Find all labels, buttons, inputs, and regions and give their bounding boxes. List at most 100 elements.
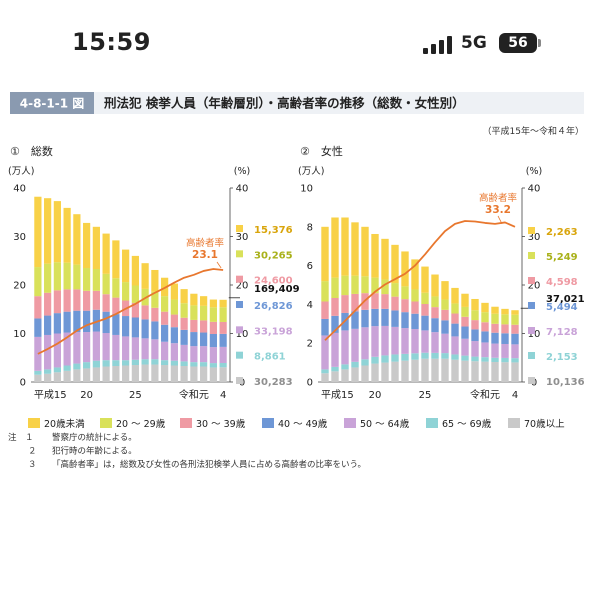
bar-segment xyxy=(112,314,120,335)
bar-segment xyxy=(44,369,52,374)
bar-segment xyxy=(431,352,439,359)
bar-segment xyxy=(53,372,61,382)
breakdown-swatch xyxy=(528,352,535,359)
bar-segment xyxy=(219,333,227,347)
bar-segment xyxy=(122,365,130,382)
bar-segment xyxy=(190,332,198,347)
bar-segment xyxy=(219,362,227,368)
y-tick-label: 2 xyxy=(307,339,313,350)
breakdown-swatch xyxy=(236,351,243,359)
bar-segment xyxy=(481,357,489,362)
bar-segment xyxy=(151,364,159,382)
breakdown-swatch xyxy=(236,275,243,283)
bar-segment xyxy=(73,332,81,364)
legend-swatch xyxy=(262,418,274,428)
legend-item: 20 ～ 29歳 xyxy=(100,418,166,430)
bar-segment xyxy=(83,268,91,291)
y2-tick-label: 30 xyxy=(528,232,541,243)
bar-segment xyxy=(34,267,42,297)
breakdown-swatch xyxy=(528,227,535,234)
bar-segment xyxy=(511,333,519,345)
bar-segment xyxy=(180,303,188,318)
breakdown-swatch xyxy=(236,326,243,334)
bar-segment xyxy=(451,323,459,337)
bar-segment xyxy=(102,366,110,382)
x-tick-label: 令和元 xyxy=(470,388,500,401)
bar-segment xyxy=(63,365,71,371)
legend-item: 20歳未満 xyxy=(28,418,85,430)
bar-segment xyxy=(161,360,169,366)
bar-segment xyxy=(83,362,91,369)
legend-item: 50 ～ 64歳 xyxy=(344,418,410,430)
bar-segment xyxy=(209,333,217,348)
bar-segment xyxy=(209,307,217,322)
bar-segment xyxy=(411,289,419,302)
bar-segment xyxy=(461,360,469,382)
bar-segment xyxy=(190,293,198,306)
bar-segment xyxy=(141,263,149,289)
bar-segment xyxy=(371,277,379,294)
bar-segment xyxy=(73,310,81,333)
bar-segment xyxy=(351,275,359,294)
bar-segment xyxy=(83,222,91,269)
legend-label: 50 ～ 64歳 xyxy=(360,418,410,430)
breakdown-value: 4,598 xyxy=(546,277,578,288)
bar-segment xyxy=(63,370,71,382)
bar-segment xyxy=(511,324,519,334)
legend-swatch xyxy=(508,418,520,428)
bar-segment xyxy=(44,263,52,293)
y2-tick-label: 40 xyxy=(528,184,541,195)
bar-segment xyxy=(151,307,159,322)
bar-segment xyxy=(431,318,439,333)
bar-segment xyxy=(170,314,178,328)
y-tick-label: 40 xyxy=(13,184,26,195)
figure-header: 4-8-1-1 図 刑法犯 検挙人員（年齢層別）・高齢者率の推移（総数・女性別）… xyxy=(10,92,584,137)
bar-segment xyxy=(321,226,329,282)
total-value: 37,021 xyxy=(546,294,585,305)
bar-segment xyxy=(351,222,359,276)
breakdown-value: 2,263 xyxy=(546,227,578,238)
bar-segment xyxy=(431,332,439,353)
bar-segment xyxy=(491,313,499,324)
bar-segment xyxy=(471,361,479,382)
header-band xyxy=(10,92,584,114)
bar-segment xyxy=(511,314,519,325)
bar-segment xyxy=(391,326,399,355)
y-axis-label: (万人) xyxy=(8,166,34,177)
x-tick-label: 20 xyxy=(369,390,382,401)
breakdown-value: 15,376 xyxy=(254,225,293,236)
bar-segment xyxy=(461,338,469,356)
y2-tick-label: 20 xyxy=(236,281,249,292)
bar-segment xyxy=(141,359,149,365)
y-tick-label: 8 xyxy=(307,222,313,233)
bar-segment xyxy=(219,321,227,334)
bar-segment xyxy=(341,275,349,296)
bar-segment xyxy=(451,303,459,314)
bar-segment xyxy=(341,369,349,382)
bar-segment xyxy=(200,362,208,367)
legend-label: 30 ～ 39歳 xyxy=(196,418,246,430)
bar-segment xyxy=(361,327,369,360)
bar-segment xyxy=(461,355,469,361)
x-tick-label: 令和元 xyxy=(179,388,209,401)
bar-segment xyxy=(461,326,469,339)
bar-segment xyxy=(371,356,379,364)
bar-segment xyxy=(180,317,188,330)
bar-segment xyxy=(200,346,208,363)
bar-segment xyxy=(73,289,81,311)
bar-segment xyxy=(83,310,91,333)
y2-tick-label: 40 xyxy=(236,184,249,195)
bar-segment xyxy=(112,334,120,361)
bar-segment xyxy=(131,337,139,360)
bar-segment xyxy=(331,298,339,316)
bar-segment xyxy=(481,331,489,343)
bar-segment xyxy=(141,305,149,320)
bar-segment xyxy=(491,357,499,363)
bar-segment xyxy=(411,359,419,382)
bar-segment xyxy=(92,367,100,382)
bar-segment xyxy=(92,331,100,361)
bar-segment xyxy=(170,283,178,300)
bar-segment xyxy=(471,298,479,311)
y-tick-label: 0 xyxy=(307,378,313,389)
bar-segment xyxy=(112,240,120,279)
